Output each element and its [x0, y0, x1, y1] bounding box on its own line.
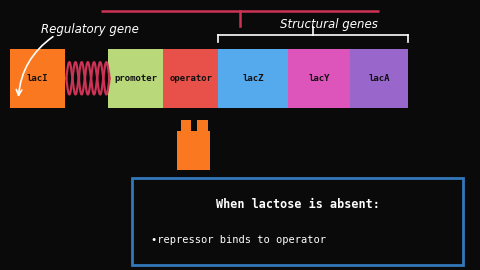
- Text: •repressor binds to operator: •repressor binds to operator: [151, 235, 326, 245]
- FancyBboxPatch shape: [288, 49, 350, 108]
- FancyBboxPatch shape: [180, 120, 191, 131]
- FancyBboxPatch shape: [132, 178, 463, 265]
- Text: lacI: lacI: [26, 74, 48, 83]
- FancyBboxPatch shape: [163, 49, 218, 108]
- FancyBboxPatch shape: [108, 49, 163, 108]
- Text: lacY: lacY: [309, 74, 330, 83]
- FancyBboxPatch shape: [197, 120, 208, 131]
- Text: When lactose is absent:: When lactose is absent:: [216, 198, 380, 211]
- Text: operator: operator: [169, 74, 212, 83]
- FancyBboxPatch shape: [177, 131, 210, 170]
- Text: lacA: lacA: [369, 74, 390, 83]
- FancyBboxPatch shape: [350, 49, 408, 108]
- FancyBboxPatch shape: [10, 49, 65, 108]
- Text: promoter: promoter: [114, 74, 157, 83]
- Text: Regulatory gene: Regulatory gene: [41, 23, 139, 36]
- FancyBboxPatch shape: [218, 49, 288, 108]
- Text: Structural genes: Structural genes: [280, 18, 378, 31]
- Text: lacZ: lacZ: [242, 74, 264, 83]
